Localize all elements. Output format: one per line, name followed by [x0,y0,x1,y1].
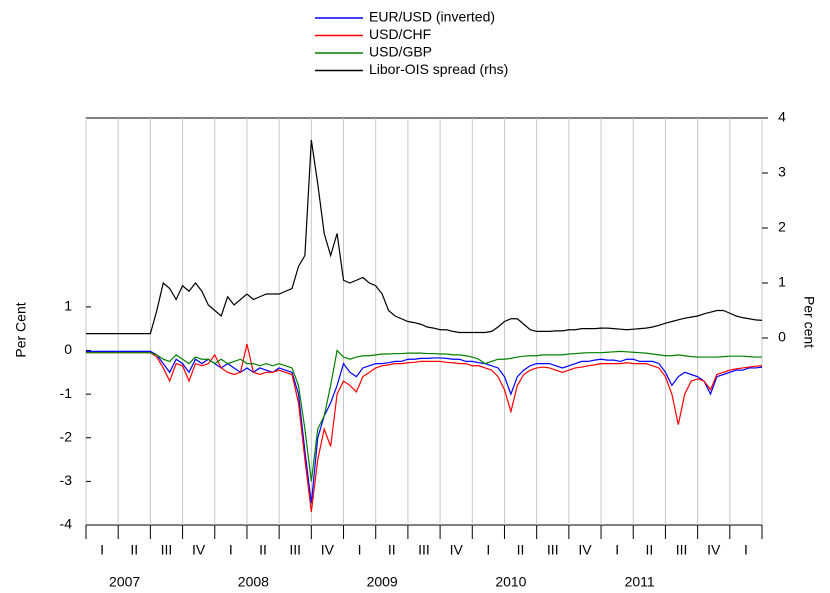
x-quarter-label: I [486,542,490,558]
x-quarter-label: II [388,542,396,558]
x-year-label: 2011 [625,574,655,590]
x-quarter-label: I [229,542,233,558]
x-year-label: 2008 [238,574,269,590]
x-quarter-label: I [100,542,104,558]
x-quarter-label: II [517,542,525,558]
x-quarter-label: III [161,542,173,558]
legend-label: USD/CHF [369,26,431,42]
plot-frame [85,117,763,526]
legend-label: USD/GBP [369,44,432,60]
x-quarter-label: II [259,542,267,558]
series-line [86,349,762,482]
series-line [86,343,762,512]
x-quarter-label: III [547,542,559,558]
y2-axis-label: Per cent [801,296,817,348]
legend-label: EUR/USD (inverted) [369,9,495,25]
x-quarter-label: IV [578,542,592,558]
legend-label: Libor-OIS spread (rhs) [369,61,508,77]
x-year-label: 2010 [495,574,526,590]
x-quarter-label: IV [192,542,206,558]
x-quarter-label: I [615,542,619,558]
y-tick-label: -4 [60,516,73,532]
x-quarter-label: IV [321,542,335,558]
y2-tick-label: 3 [778,164,786,180]
y-tick-label: 1 [64,298,72,314]
y2-tick-label: 4 [778,109,786,125]
y-tick-label: -1 [60,385,73,401]
x-quarter-label: II [130,542,138,558]
y2-tick-label: 0 [778,329,786,345]
series-group [86,139,762,512]
x-quarter-label: III [676,542,688,558]
x-quarter-label: III [418,542,430,558]
x-quarter-label: I [358,542,362,558]
y2-tick-label: 1 [778,274,786,290]
y2-tick-label: 2 [778,219,786,235]
y-tick-label: -2 [60,428,73,444]
series-line [86,350,762,504]
series-line [86,139,762,335]
y-tick-label: -3 [60,472,73,488]
x-quarter-label: II [645,542,653,558]
y-tick-label: 0 [64,341,72,357]
x-quarter-label: III [289,542,301,558]
x-quarter-label: I [744,542,748,558]
x-year-label: 2009 [367,574,398,590]
x-quarter-label: IV [707,542,721,558]
y-axis-label: Per Cent [13,302,29,357]
x-quarter-label: IV [450,542,464,558]
x-year-label: 2007 [109,574,140,590]
